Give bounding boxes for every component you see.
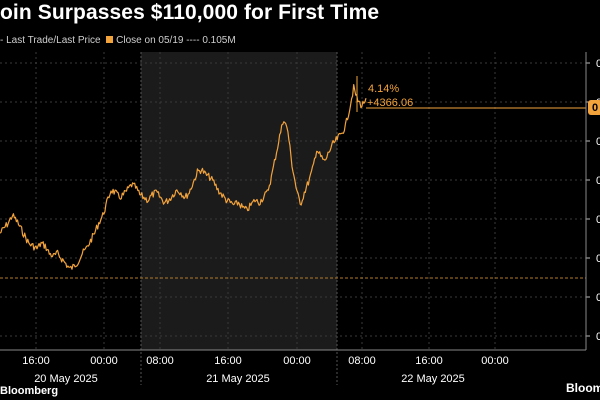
last-price-marker-label: 0 xyxy=(592,102,598,114)
x-tick-label: 16:00 xyxy=(214,355,242,367)
x-date-label: 20 May 2025 xyxy=(34,373,98,385)
x-tick-label: 08:00 xyxy=(146,355,174,367)
chart-title: oin Surpasses $110,000 for First Time xyxy=(0,1,380,24)
chart-legend: - Last Trade/Last Price Close on 05/19 -… xyxy=(0,35,600,46)
annotation-pct: 4.14% xyxy=(368,83,399,95)
x-date-label: 22 May 2025 xyxy=(401,373,465,385)
y-tick-label: 0 xyxy=(596,292,600,304)
last-price-marker xyxy=(588,100,600,115)
x-tick-label: 16:00 xyxy=(22,355,50,367)
x-tick-label: 00:00 xyxy=(481,355,509,367)
legend-close-label: Close on 05/19 ---- 0.105M xyxy=(116,35,236,46)
legend-close-swatch xyxy=(106,36,114,43)
x-date-label: 21 May 2025 xyxy=(206,373,270,385)
shaded-day-region xyxy=(141,52,337,350)
y-tick-label: 0 xyxy=(596,214,600,226)
y-tick-label: 0 xyxy=(596,136,600,148)
y-tick-label: 0 xyxy=(596,175,600,187)
x-tick-label: 00:00 xyxy=(283,355,311,367)
y-tick-label: 0 xyxy=(596,58,600,70)
brand-label: Bloom xyxy=(566,381,600,395)
x-tick-label: 08:00 xyxy=(348,355,376,367)
source-label: Bloomberg xyxy=(0,385,59,397)
x-tick-label: 16:00 xyxy=(415,355,443,367)
x-tick-label: 00:00 xyxy=(90,355,118,367)
y-tick-label: 0 xyxy=(596,331,600,343)
y-tick-label: 0 xyxy=(596,253,600,265)
price-line xyxy=(0,84,367,270)
legend-line-label: - Last Trade/Last Price xyxy=(0,35,101,46)
annotation-change: +4366.06 xyxy=(367,97,413,109)
